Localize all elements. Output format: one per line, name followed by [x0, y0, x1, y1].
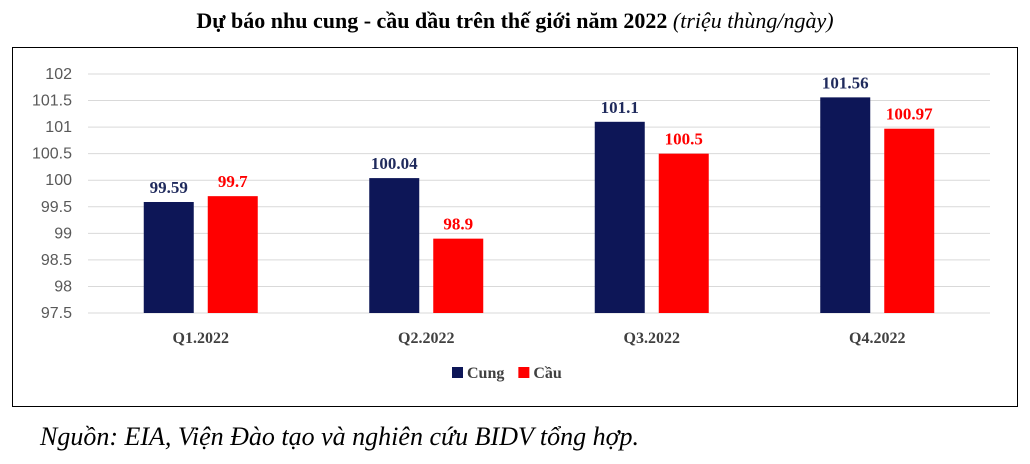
- data-label: 99.59: [150, 178, 188, 197]
- y-tick-label: 101: [45, 119, 72, 136]
- chart-title-main: Dự báo nhu cung - cầu dầu trên thế giới …: [196, 8, 668, 33]
- y-tick-label: 100.5: [32, 146, 72, 163]
- y-tick-label: 102: [45, 66, 72, 83]
- legend-swatch: [452, 367, 463, 378]
- chart-title: Dự báo nhu cung - cầu dầu trên thế giới …: [0, 8, 1030, 34]
- source-note: Nguồn: EIA, Viện Đào tạo và nghiên cứu B…: [40, 422, 639, 451]
- bar-cung: [594, 121, 645, 313]
- y-tick-label: 101.5: [32, 93, 72, 110]
- y-tick-label: 99.5: [41, 199, 72, 216]
- bar-cau: [207, 196, 258, 313]
- chart-title-unit: (triệu thùng/ngày): [672, 8, 834, 33]
- legend-label: Cung: [467, 365, 504, 382]
- data-label: 101.56: [822, 73, 869, 92]
- x-tick-label: Q2.2022: [398, 330, 454, 347]
- data-label: 100.97: [886, 105, 933, 124]
- data-label: 100.5: [665, 130, 703, 149]
- x-tick-label: Q4.2022: [849, 330, 905, 347]
- data-label: 101.1: [601, 98, 639, 117]
- bar-cung: [820, 97, 871, 313]
- bar-cau: [884, 128, 935, 313]
- legend-swatch: [518, 367, 530, 378]
- x-tick-label: Q1.2022: [173, 330, 229, 347]
- y-tick-label: 98.5: [41, 252, 72, 269]
- data-label: 99.7: [218, 172, 248, 191]
- y-tick-label: 100: [45, 172, 72, 189]
- y-tick-label: 97.5: [41, 305, 72, 322]
- bar-cau: [433, 238, 484, 313]
- legend-label: Cầu: [533, 365, 562, 382]
- bar-cung: [143, 201, 194, 313]
- data-label: 98.9: [443, 215, 473, 234]
- bar-cung: [369, 178, 420, 313]
- y-tick-label: 98: [54, 278, 72, 295]
- y-tick-label: 99: [54, 225, 72, 242]
- x-tick-label: Q3.2022: [624, 330, 680, 347]
- data-label: 100.04: [371, 154, 418, 173]
- bar-cau: [658, 153, 709, 313]
